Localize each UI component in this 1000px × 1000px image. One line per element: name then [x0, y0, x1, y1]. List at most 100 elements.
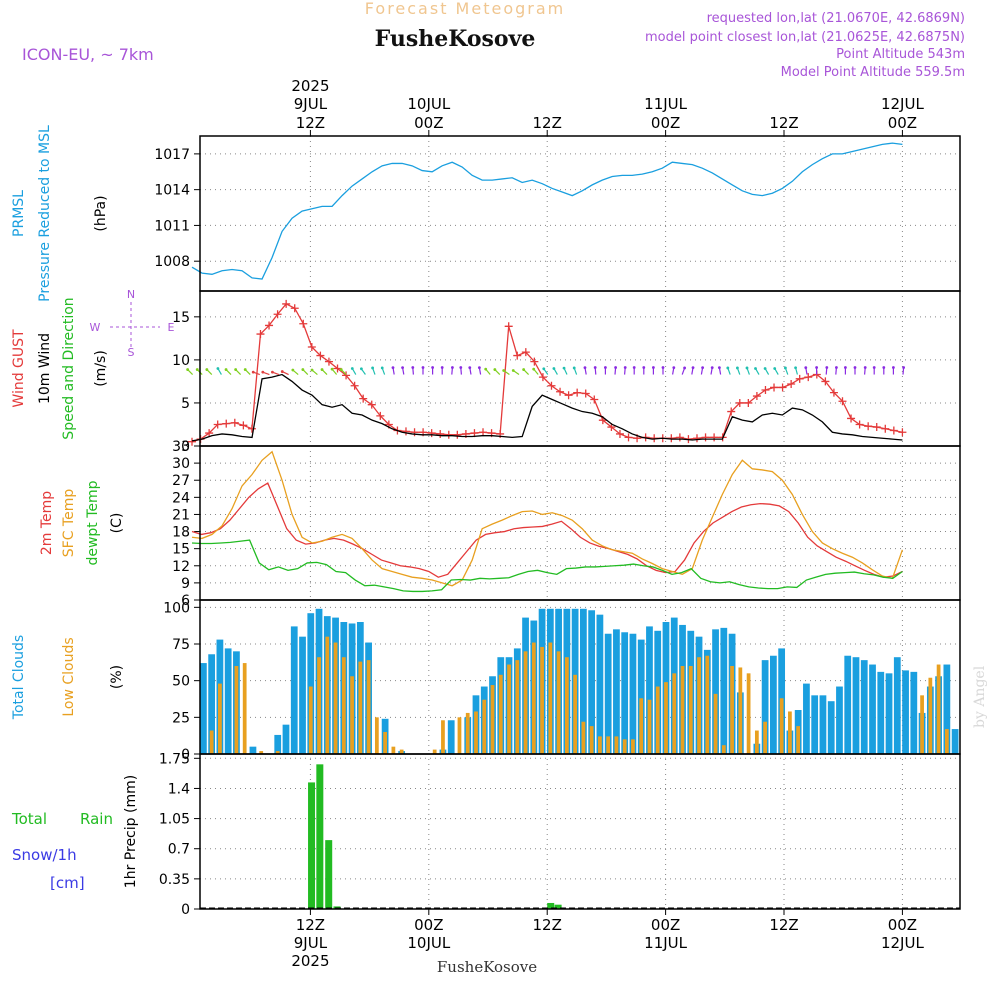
- cloud-total-bar: [827, 701, 835, 754]
- cloud-low-bar: [639, 698, 644, 754]
- gust-marker: [273, 310, 282, 319]
- series-line: [191, 373, 903, 442]
- cloud-low-bar: [325, 636, 330, 754]
- y-tick-label: 33: [172, 439, 190, 455]
- panel-label: 1hr Precip (mm): [123, 775, 139, 888]
- bottom-hour-label: 00Z: [414, 916, 443, 934]
- wind-arrow-head: [754, 367, 757, 370]
- cloud-low-bar: [581, 721, 586, 754]
- cloud-total-bar: [819, 695, 827, 754]
- cloud-total-bar: [811, 695, 819, 754]
- compass-n: N: [127, 288, 135, 301]
- cloud-total-bar: [902, 670, 909, 754]
- gust-marker: [265, 321, 274, 330]
- panel-label: SFC Temp: [61, 489, 77, 558]
- wind-arrow-head: [683, 366, 686, 370]
- compass-e: E: [168, 321, 175, 334]
- cloud-low-bar: [697, 657, 701, 754]
- top-hour-label: 12Z: [296, 114, 325, 132]
- compass-cross: [110, 302, 160, 350]
- cloud-low-bar: [366, 660, 371, 754]
- wind-arrow-head: [717, 366, 721, 370]
- cloud-low-bar: [548, 642, 553, 754]
- y-tick-label: 1.4: [168, 781, 190, 797]
- series-line: [191, 450, 904, 587]
- wind-arrow-head: [205, 368, 209, 371]
- top-date-label: 9JUL: [294, 95, 328, 113]
- cloud-total-bar: [580, 608, 587, 754]
- panel-clouds: 0 25 50 75 100 Total Clouds Low Clouds (%): [11, 599, 961, 763]
- gust-marker: [701, 433, 710, 442]
- gust-marker: [675, 433, 684, 442]
- cloud-low-bar: [688, 666, 693, 754]
- cloud-total-bar: [621, 632, 629, 754]
- y-tick-label: 0: [181, 902, 190, 918]
- wind-arrow-head: [421, 366, 425, 369]
- gust-marker: [444, 430, 453, 439]
- y-tick-label: 12: [172, 559, 190, 575]
- gust-marker: [573, 388, 582, 397]
- wind-arrow-head: [710, 366, 714, 370]
- wind-arrow-head: [301, 368, 305, 371]
- gust-marker: [453, 430, 462, 439]
- gust-marker: [864, 422, 873, 431]
- y-tick-label: 0: [181, 439, 190, 455]
- gust-marker: [787, 380, 796, 388]
- wind-arrow-head: [502, 369, 506, 372]
- y-tick-label: 15: [172, 542, 190, 558]
- y-tick-label: 1017: [154, 147, 190, 163]
- gust-marker: [359, 394, 368, 403]
- panel-label: Wind GUST: [11, 329, 27, 408]
- cloud-total-bar: [290, 626, 298, 754]
- cloud-total-bar: [447, 720, 455, 754]
- compass-w: W: [90, 321, 101, 334]
- cloud-total-bar: [637, 639, 645, 754]
- gust-marker: [855, 420, 864, 429]
- panel-label: (%): [109, 665, 125, 689]
- gust-marker: [761, 386, 770, 395]
- y-tick-label: 9: [181, 576, 190, 592]
- cloud-low-bar: [655, 686, 660, 754]
- y-tick-label: 5: [181, 396, 190, 412]
- gust-marker: [821, 377, 830, 386]
- wind-arrow-head: [562, 366, 566, 370]
- panel-label: (hPa): [93, 195, 109, 231]
- gust-marker: [367, 400, 376, 409]
- wind-arrow-head: [672, 366, 676, 370]
- wind-arrow-head: [391, 366, 395, 370]
- location-title: FusheKosove: [375, 26, 536, 52]
- wind-arrow-head: [261, 370, 265, 374]
- wind-arrow-head: [234, 368, 238, 371]
- wind-arrow-head: [493, 368, 497, 371]
- gust-marker: [299, 319, 308, 328]
- wind-arrow-head: [459, 366, 463, 369]
- cloud-total-bar: [307, 613, 315, 754]
- cloud-low-bar: [498, 674, 503, 754]
- series-line: [191, 539, 903, 593]
- y-tick-label: 1014: [154, 183, 190, 199]
- gust-marker: [350, 381, 359, 390]
- cloud-total-bar: [844, 655, 852, 754]
- y-tick-label: 0.7: [168, 842, 190, 858]
- cloud-total-bar: [208, 654, 216, 754]
- cloud-low-bar: [664, 682, 668, 754]
- bottom-date-label: 10JUL: [407, 934, 450, 952]
- wind-arrow-head: [243, 368, 247, 371]
- cloud-total-bar: [770, 655, 777, 754]
- y-tick-label: 50: [172, 674, 190, 690]
- gust-marker: [744, 398, 753, 407]
- cloud-low-bar: [358, 661, 363, 754]
- model-altitude: Model Point Altitude 559.5m: [781, 65, 965, 80]
- gust-marker: [692, 434, 701, 443]
- cloud-low-bar: [589, 726, 594, 754]
- cloud-total-bar: [604, 633, 612, 754]
- wind-arrow-head: [411, 366, 415, 369]
- cloud-total-bar: [596, 614, 604, 754]
- cloud-low-bar: [523, 651, 528, 754]
- wind-arrow-head: [593, 366, 597, 369]
- wind-arrow-head: [484, 367, 488, 371]
- wind-arrow-head: [835, 366, 838, 369]
- wind-arrow-head: [726, 366, 730, 370]
